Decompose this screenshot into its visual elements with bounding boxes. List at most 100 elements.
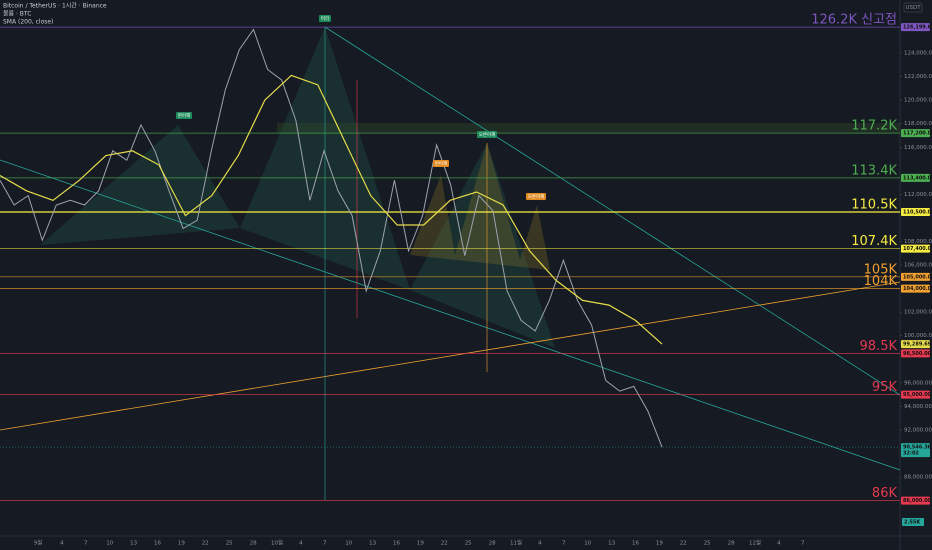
level-label: 95K xyxy=(872,380,898,395)
y-tick-label: 112,000.00 xyxy=(904,192,932,198)
x-tick-label: 7 xyxy=(323,541,327,547)
level-badge xyxy=(901,349,930,358)
x-tick-label: 19 xyxy=(656,541,663,547)
y-tick-label: 100,000.00 xyxy=(904,333,932,339)
pattern-tag xyxy=(526,193,546,200)
currency-box[interactable] xyxy=(903,2,923,13)
level-badge-label: 98,500.00 xyxy=(903,351,932,357)
chart-title: Bitcoin / TetherUS · 1시간 · Binance xyxy=(3,2,107,10)
x-tick-label: 10 xyxy=(345,541,352,547)
level-label: 104K xyxy=(864,274,898,289)
level-label: 107.4K xyxy=(851,234,897,249)
y-tick-label: 92,000.00 xyxy=(904,427,932,433)
volume-badge xyxy=(902,518,924,526)
pattern-tag xyxy=(433,160,449,167)
level-badge-label: 113,400.00 xyxy=(903,175,932,181)
x-tick-label: 28 xyxy=(250,541,257,547)
levels: 126.2K 신고점 117.2K 113.4K 110.5K 107.4K 105K10… xyxy=(0,13,900,501)
sma-badge xyxy=(901,340,930,349)
x-tick-label: 13 xyxy=(608,541,615,547)
pattern-fill xyxy=(410,143,550,270)
x-tick-label: 4 xyxy=(538,541,542,547)
level-badge-label: 105,000.00 xyxy=(903,274,932,280)
trendline xyxy=(0,281,901,431)
x-tick-label: 10 xyxy=(106,541,113,547)
pattern-tag-label: 오른어깨 xyxy=(479,131,496,138)
x-tick-label: 4 xyxy=(777,541,781,547)
x-tick-label: 12월 xyxy=(749,539,761,547)
x-tick-label: 7 xyxy=(84,541,88,547)
pattern-tag-label: 오른어깨 xyxy=(528,193,545,200)
pattern-fill xyxy=(40,125,240,245)
level-label: 117.2K xyxy=(851,119,897,134)
y-tick-label: 118,000.00 xyxy=(904,121,932,127)
pattern-tag-label: 머리 xyxy=(321,15,329,22)
x-tick-label: 4 xyxy=(299,541,303,547)
level-badge-label: 110,500.00 xyxy=(903,210,932,216)
x-tick-label: 16 xyxy=(393,541,400,547)
y-tick-label: 108,000.00 xyxy=(904,239,932,245)
x-tick-label: 13 xyxy=(369,541,376,547)
x-tick-label: 10월 xyxy=(271,539,283,547)
level-badge xyxy=(901,208,930,217)
level-badge-label: 95,000.00 xyxy=(903,392,932,398)
level-badge xyxy=(901,272,930,281)
level-label: 110.5K xyxy=(851,198,897,213)
level-label: 98.5K xyxy=(860,339,898,354)
level-label: 126.2K 신고점 xyxy=(811,13,897,28)
x-tick-label: 28 xyxy=(489,541,496,547)
x-tick-label: 22 xyxy=(680,541,687,547)
pattern-tag-label: 왼어깨 xyxy=(178,112,190,119)
trendline xyxy=(324,26,901,396)
x-tick-label: 28 xyxy=(728,541,735,547)
pattern-tag xyxy=(477,131,497,138)
y-tick-label: 88,000.00 xyxy=(904,475,932,481)
level-label: 105K xyxy=(864,262,898,277)
x-tick-label: 7 xyxy=(801,541,805,547)
pattern-tag xyxy=(319,15,331,22)
x-tick-label: 19 xyxy=(178,541,185,547)
x-tick-label: 13 xyxy=(130,541,137,547)
x-tick-label: 7 xyxy=(562,541,566,547)
x-tick-label: 19 xyxy=(417,541,424,547)
level-label: 86K xyxy=(872,486,898,501)
x-tick-label: 10 xyxy=(584,541,591,547)
x-tick-label: 25 xyxy=(465,541,472,547)
x-tick-label: 22 xyxy=(202,541,209,547)
x-tick-label: 4 xyxy=(60,541,64,547)
last-price-label: 90,546.36 xyxy=(903,445,932,451)
x-tick-label: 22 xyxy=(441,541,448,547)
level-badge-label: 107,400.00 xyxy=(903,246,932,252)
level-badge-label: 86,000.00 xyxy=(903,498,932,504)
y-tick-label: 116,000.00 xyxy=(904,145,932,151)
x-tick-label: 25 xyxy=(704,541,711,547)
y-tick-label: 120,000.00 xyxy=(904,98,932,104)
pattern-tag xyxy=(176,112,192,119)
level-badge xyxy=(901,284,930,293)
volume-badge-label: 2.55K xyxy=(904,520,921,526)
zone xyxy=(277,123,900,133)
y-tick-label: 96,000.00 xyxy=(904,380,932,386)
plot xyxy=(0,28,663,448)
sma-line xyxy=(0,74,663,345)
y-tick-label: 122,000.00 xyxy=(904,74,932,80)
last-price-badge xyxy=(901,443,930,458)
level-badge xyxy=(901,129,930,138)
indicator-label: SMA (200, close) xyxy=(3,19,53,26)
volume-label: 볼륨 · BTC xyxy=(3,11,31,18)
level-badge xyxy=(901,390,930,399)
level-badge xyxy=(901,244,930,253)
countdown: 32:02 xyxy=(903,451,919,457)
pattern-fill xyxy=(410,143,555,348)
y-tick-label: 94,000.00 xyxy=(904,404,932,410)
price-line xyxy=(0,28,663,448)
y-tick-label: 106,000.00 xyxy=(904,263,932,269)
y-tick-label: 102,000.00 xyxy=(904,310,932,316)
currency[interactable]: USDT xyxy=(905,5,921,11)
pattern-tag-label: 왼어깨 xyxy=(435,160,447,167)
level-badge-label: 104,000.00 xyxy=(903,286,932,292)
sma-badge-label: 99,289.69 xyxy=(903,342,932,348)
level-label: 113.4K xyxy=(851,163,897,178)
